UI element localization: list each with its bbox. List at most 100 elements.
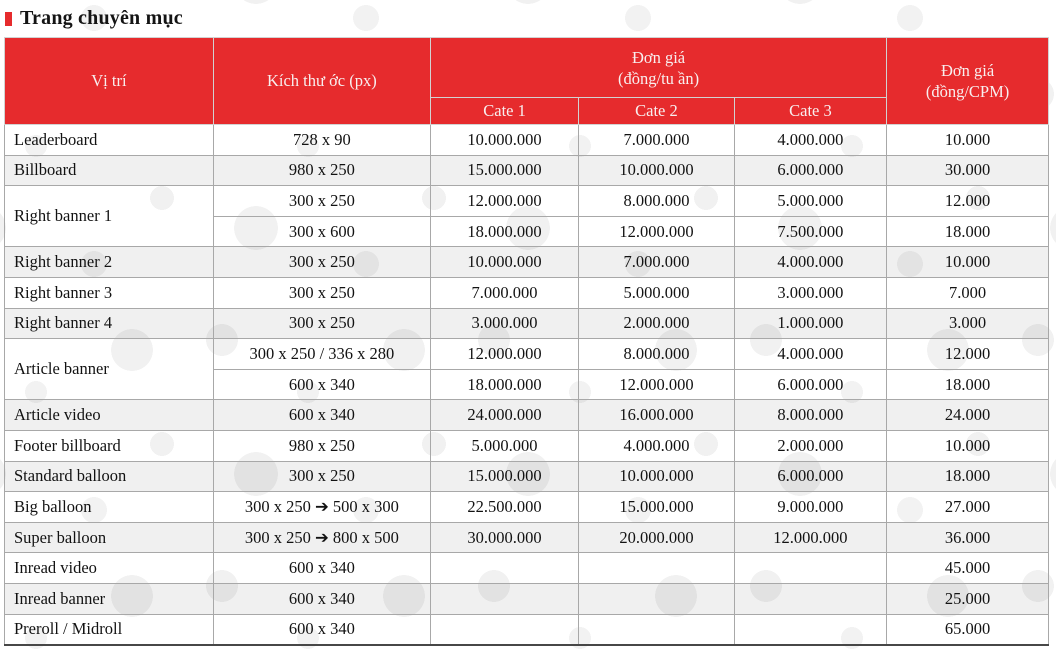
table-row: Inread video 600 x 340 45.000 xyxy=(4,552,1049,584)
table-row: Billboard 980 x 250 15.000.000 10.000.00… xyxy=(4,154,1049,187)
table-row: Footer billboard 980 x 250 5.000.000 4.0… xyxy=(4,429,1049,462)
cell-cate1: 10.000.000 xyxy=(429,124,580,156)
title-bullet-icon xyxy=(5,11,12,26)
cell-cate2: 8.000.000 xyxy=(578,338,735,370)
cell-size: 300 x 250 xyxy=(212,246,431,278)
cell-cate3: 5.000.000 xyxy=(733,185,888,217)
cell-cate2: 12.000.000 xyxy=(578,368,735,401)
cell-cate3: 4.000.000 xyxy=(733,246,888,278)
cell-size: 980 x 250 xyxy=(212,429,431,462)
cell-cate1: 18.000.000 xyxy=(429,368,580,401)
table-row: Inread banner 600 x 340 25.000 xyxy=(4,582,1049,615)
cell-cate3 xyxy=(733,552,888,584)
cell-cate3: 7.500.000 xyxy=(733,215,888,248)
cell-cate3: 2.000.000 xyxy=(733,429,888,462)
cell-cpm: 3.000 xyxy=(886,307,1049,340)
cell-position: Right banner 2 xyxy=(4,246,214,278)
header-price-week-line2: (đồng/tu ần) xyxy=(617,68,700,88)
table-row: Super balloon 300 x 250 ➔ 800 x 500 30.0… xyxy=(4,521,1049,554)
table-row: Leaderboard 728 x 90 10.000.000 7.000.00… xyxy=(4,124,1049,156)
cell-cate2: 10.000.000 xyxy=(578,154,735,187)
cell-cate2 xyxy=(578,613,735,646)
cell-cate1: 12.000.000 xyxy=(429,338,580,370)
cell-cpm: 10.000 xyxy=(886,429,1049,462)
cell-cpm: 10.000 xyxy=(886,246,1049,278)
cell-size: 300 x 250 xyxy=(212,185,431,217)
table-row: Article video 600 x 340 24.000.000 16.00… xyxy=(4,399,1049,431)
cell-cate2: 10.000.000 xyxy=(578,460,735,493)
header-price-cpm-line1: Đơn giá xyxy=(940,61,995,80)
table-row: Preroll / Midroll 600 x 340 65.000 xyxy=(4,613,1049,646)
cell-position: Article banner xyxy=(4,338,214,401)
table-row: Right banner 4 300 x 250 3.000.000 2.000… xyxy=(4,307,1049,340)
cell-cate1 xyxy=(429,552,580,584)
cell-cate3: 6.000.000 xyxy=(733,154,888,187)
cell-position: Footer billboard xyxy=(4,429,214,462)
cell-cate2: 5.000.000 xyxy=(578,276,735,309)
cell-cate1: 3.000.000 xyxy=(429,307,580,340)
table-row: Standard balloon 300 x 250 15.000.000 10… xyxy=(4,460,1049,493)
cell-cate2: 16.000.000 xyxy=(578,399,735,431)
cell-cate1: 15.000.000 xyxy=(429,460,580,493)
cell-cate2: 2.000.000 xyxy=(578,307,735,340)
header-cate1: Cate 1 xyxy=(429,97,580,125)
cell-cpm: 65.000 xyxy=(886,613,1049,646)
cell-cate1: 12.000.000 xyxy=(429,185,580,217)
header-row-main: Vị trí Kích thư ớc (px) Đơn giá (đồng/tu… xyxy=(4,37,1049,125)
header-cate2: Cate 2 xyxy=(578,97,735,125)
cell-cate1: 30.000.000 xyxy=(429,521,580,554)
cell-position: Right banner 4 xyxy=(4,307,214,340)
pricing-table: Vị trí Kích thư ớc (px) Đơn giá (đồng/tu… xyxy=(4,37,1049,646)
cell-cate3: 6.000.000 xyxy=(733,368,888,401)
cell-cate2 xyxy=(578,552,735,584)
cell-cpm: 25.000 xyxy=(886,582,1049,615)
header-price-week-line1: Đơn giá xyxy=(631,47,686,67)
cell-cate1: 5.000.000 xyxy=(429,429,580,462)
cell-cate1: 15.000.000 xyxy=(429,154,580,187)
cell-size: 600 x 340 xyxy=(212,552,431,584)
cell-position: Super balloon xyxy=(4,521,214,554)
cell-cate1: 24.000.000 xyxy=(429,399,580,431)
cell-cate3: 3.000.000 xyxy=(733,276,888,309)
cell-cate2: 12.000.000 xyxy=(578,215,735,248)
cell-size: 300 x 250 xyxy=(212,276,431,309)
header-price-week: Đơn giá (đồng/tu ần) xyxy=(429,37,888,98)
cell-cate3: 4.000.000 xyxy=(733,124,888,156)
cell-cpm: 18.000 xyxy=(886,368,1049,401)
cell-cate3: 6.000.000 xyxy=(733,460,888,493)
header-position: Vị trí xyxy=(4,37,214,125)
table-row: Right banner 1 300 x 250 12.000.000 8.00… xyxy=(4,185,1049,248)
cell-cate3: 12.000.000 xyxy=(733,521,888,554)
cell-cpm: 7.000 xyxy=(886,276,1049,309)
cell-cate1: 18.000.000 xyxy=(429,215,580,248)
cell-position: Preroll / Midroll xyxy=(4,613,214,646)
cell-cpm: 12.000 xyxy=(886,338,1049,370)
cell-position: Inread banner xyxy=(4,582,214,615)
cell-position: Leaderboard xyxy=(4,124,214,156)
cell-position: Article video xyxy=(4,399,214,431)
cell-size: 300 x 250 ➔ 500 x 300 xyxy=(212,491,431,523)
cell-cate2: 20.000.000 xyxy=(578,521,735,554)
cell-position: Billboard xyxy=(4,154,214,187)
cell-cate3 xyxy=(733,582,888,615)
cell-cate3: 8.000.000 xyxy=(733,399,888,431)
cell-cpm: 12.000 xyxy=(886,185,1049,217)
cell-size: 300 x 600 xyxy=(212,215,431,248)
cell-size: 600 x 340 xyxy=(212,613,431,646)
table-row: Big balloon 300 x 250 ➔ 500 x 300 22.500… xyxy=(4,491,1049,523)
table-row: Right banner 2 300 x 250 10.000.000 7.00… xyxy=(4,246,1049,278)
cell-position: Right banner 1 xyxy=(4,185,214,248)
cell-cpm: 30.000 xyxy=(886,154,1049,187)
cell-cate3: 9.000.000 xyxy=(733,491,888,523)
cell-size: 600 x 340 xyxy=(212,582,431,615)
cell-cpm: 18.000 xyxy=(886,460,1049,493)
cell-size: 980 x 250 xyxy=(212,154,431,187)
cell-cpm: 27.000 xyxy=(886,491,1049,523)
cell-cate2: 7.000.000 xyxy=(578,124,735,156)
cell-cpm: 24.000 xyxy=(886,399,1049,431)
cell-cate2: 15.000.000 xyxy=(578,491,735,523)
cell-cate1: 22.500.000 xyxy=(429,491,580,523)
header-row-sub: Cate 1 Cate 2 Cate 3 xyxy=(5,97,1049,125)
header-cate3: Cate 3 xyxy=(733,97,888,125)
